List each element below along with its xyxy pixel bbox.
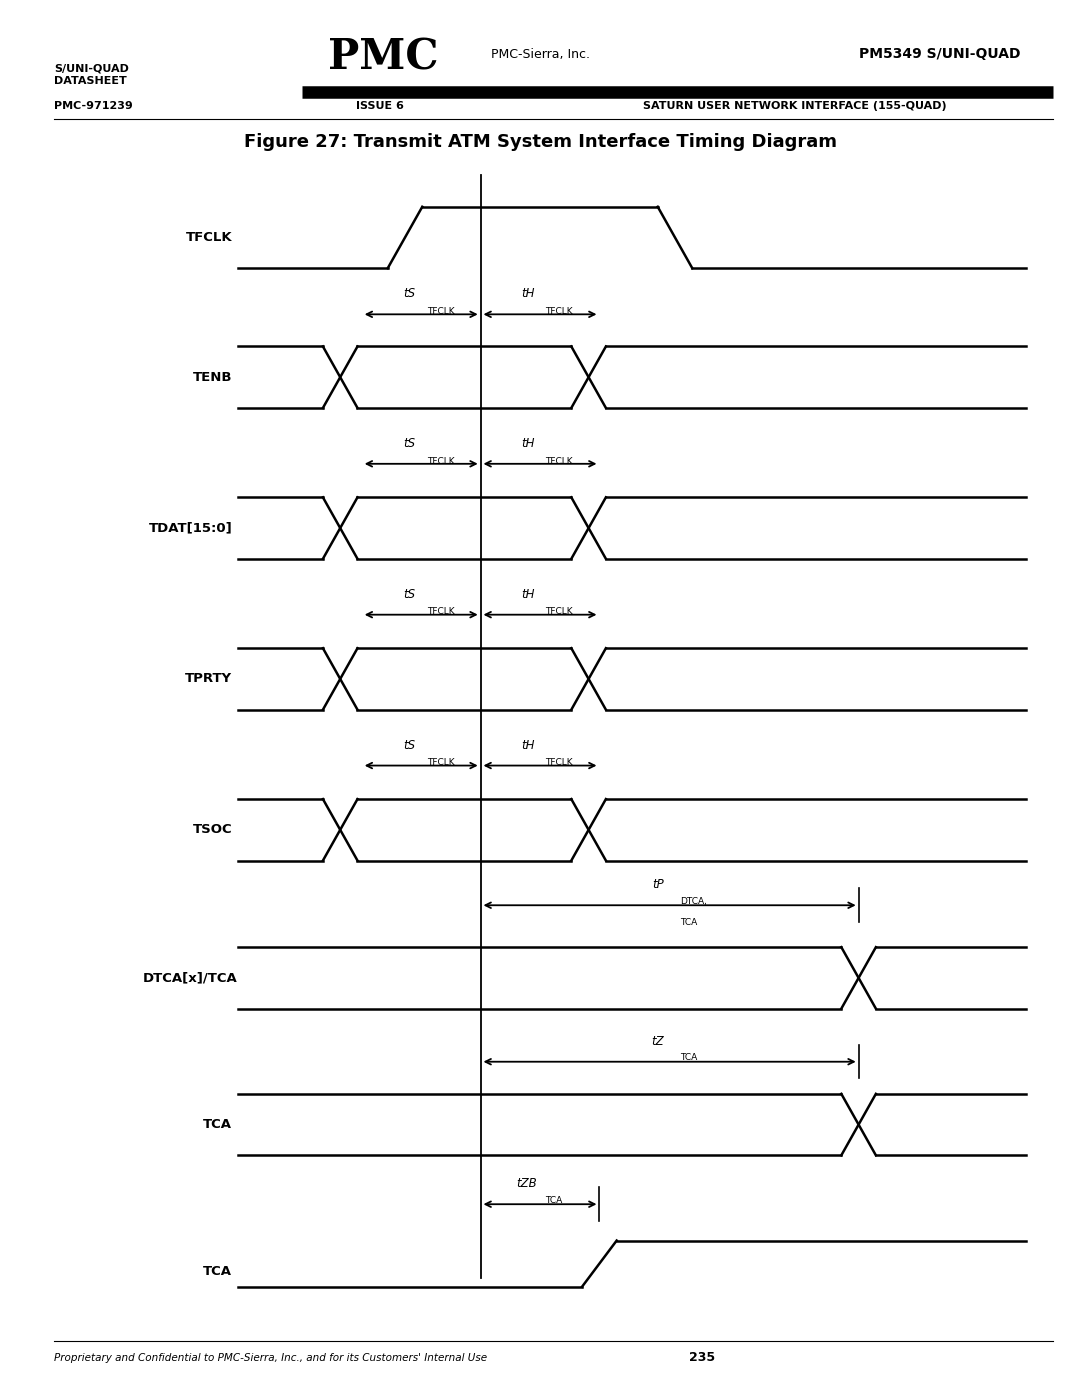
Text: TFCLK: TFCLK	[545, 759, 573, 767]
Text: DTCA,: DTCA,	[680, 897, 707, 905]
Text: TFCLK: TFCLK	[545, 307, 573, 316]
Text: tH: tH	[522, 437, 535, 450]
Text: TFCLK: TFCLK	[427, 457, 455, 465]
Text: tS: tS	[404, 588, 416, 601]
Text: PMC: PMC	[328, 36, 438, 78]
Text: TFCLK: TFCLK	[427, 307, 455, 316]
Text: tS: tS	[404, 288, 416, 300]
Text: TENB: TENB	[192, 370, 232, 384]
Text: tZB: tZB	[516, 1178, 537, 1190]
Text: PMC-Sierra, Inc.: PMC-Sierra, Inc.	[491, 47, 591, 61]
Text: TCA: TCA	[680, 1053, 698, 1062]
Text: SATURN USER NETWORK INTERFACE (155-QUAD): SATURN USER NETWORK INTERFACE (155-QUAD)	[643, 101, 946, 112]
Text: TCA: TCA	[203, 1264, 232, 1278]
Text: TCA: TCA	[545, 1196, 563, 1204]
Text: TSOC: TSOC	[192, 823, 232, 837]
Text: TDAT[15:0]: TDAT[15:0]	[148, 521, 232, 535]
Text: Figure 27: Transmit ATM System Interface Timing Diagram: Figure 27: Transmit ATM System Interface…	[243, 134, 837, 151]
Text: S/UNI-QUAD: S/UNI-QUAD	[54, 63, 129, 74]
Text: TCA: TCA	[203, 1118, 232, 1132]
Text: tH: tH	[522, 288, 535, 300]
Text: Proprietary and Confidential to PMC-Sierra, Inc., and for its Customers' Interna: Proprietary and Confidential to PMC-Sier…	[54, 1352, 487, 1363]
Text: PM5349 S/UNI-QUAD: PM5349 S/UNI-QUAD	[859, 47, 1021, 61]
Text: PMC-971239: PMC-971239	[54, 101, 133, 112]
Text: TFCLK: TFCLK	[427, 759, 455, 767]
Text: tS: tS	[404, 437, 416, 450]
Text: TCA: TCA	[680, 918, 698, 926]
Text: ISSUE 6: ISSUE 6	[356, 101, 404, 112]
Text: TFCLK: TFCLK	[427, 608, 455, 616]
Text: TPRTY: TPRTY	[185, 672, 232, 686]
Text: DTCA[x]/TCA: DTCA[x]/TCA	[143, 971, 238, 985]
Text: DATASHEET: DATASHEET	[54, 75, 126, 87]
Text: tH: tH	[522, 739, 535, 752]
Text: TFCLK: TFCLK	[186, 231, 232, 244]
Text: tP: tP	[652, 879, 664, 891]
Text: tH: tH	[522, 588, 535, 601]
Text: TFCLK: TFCLK	[545, 457, 573, 465]
Text: tS: tS	[404, 739, 416, 752]
Text: tZ: tZ	[651, 1035, 664, 1048]
Text: TFCLK: TFCLK	[545, 608, 573, 616]
Text: 235: 235	[689, 1351, 715, 1365]
